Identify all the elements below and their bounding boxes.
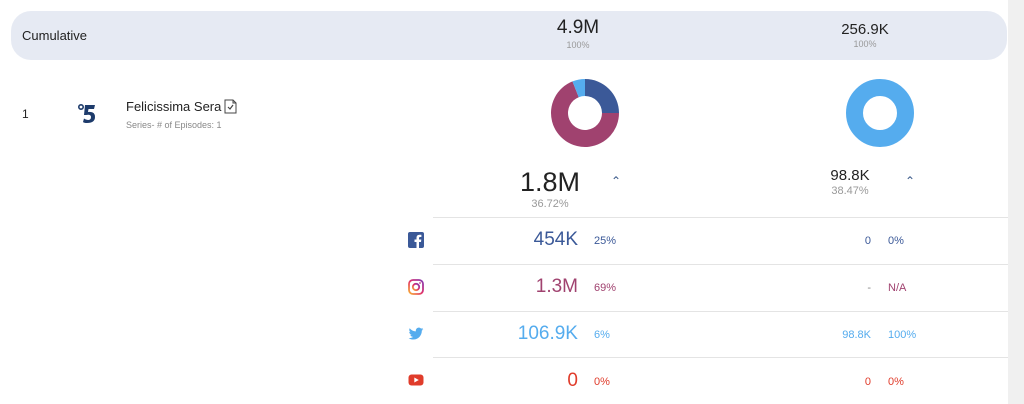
twitter-pct-col2: 100% bbox=[888, 329, 917, 341]
row-rank: 1 bbox=[22, 107, 29, 121]
twitter-value-col2: 98.8K bbox=[842, 329, 871, 341]
twitter-pct-col1: 6% bbox=[594, 329, 610, 341]
cumulative-col1: 4.9M 100% bbox=[538, 17, 618, 50]
instagram-pct-col2: N/A bbox=[888, 282, 907, 294]
document-icon[interactable] bbox=[224, 99, 237, 114]
instagram-icon bbox=[408, 279, 424, 295]
cumulative-col2: 256.9K 100% bbox=[825, 21, 905, 49]
scrollbar-track[interactable] bbox=[1008, 0, 1024, 404]
youtube-pct-col1: 0% bbox=[594, 376, 610, 388]
twitter-icon bbox=[408, 326, 424, 342]
row-col2-value: 98.8K bbox=[830, 167, 870, 184]
show-title[interactable]: Felicissima Sera bbox=[126, 99, 222, 114]
youtube-icon bbox=[408, 372, 424, 388]
divider bbox=[433, 264, 1008, 265]
expand-col2-chevron-up-icon[interactable]: ⌃ bbox=[905, 174, 916, 188]
donut-col2 bbox=[846, 79, 914, 147]
youtube-value-col2: 0 bbox=[864, 376, 871, 388]
twitter-value-col1: 106.9K bbox=[517, 323, 578, 344]
divider bbox=[433, 311, 1008, 312]
twitter-slice bbox=[846, 79, 914, 147]
facebook-value-col2: 0 bbox=[864, 235, 871, 247]
row-col2-pct: 38.47% bbox=[831, 185, 869, 197]
youtube-pct-col2: 0% bbox=[888, 376, 904, 388]
channel-logo-icon bbox=[77, 102, 98, 124]
facebook-slice bbox=[585, 79, 619, 113]
cumulative-col1-value: 4.9M bbox=[556, 17, 600, 38]
divider bbox=[433, 217, 1008, 218]
cumulative-bar bbox=[11, 11, 1007, 60]
row-col1-value: 1.8M bbox=[519, 167, 581, 197]
facebook-pct-col1: 25% bbox=[594, 235, 617, 247]
row-col1-pct: 36.72% bbox=[531, 198, 569, 210]
row-col1-summary: 1.8M 36.72% bbox=[510, 167, 590, 211]
facebook-icon bbox=[408, 232, 424, 248]
instagram-pct-col1: 69% bbox=[594, 282, 617, 294]
youtube-value-col1: 0 bbox=[567, 370, 578, 391]
facebook-value-col1: 454K bbox=[533, 229, 578, 250]
cumulative-col2-value: 256.9K bbox=[841, 21, 889, 38]
show-subtitle: Series- # of Episodes: 1 bbox=[126, 120, 222, 130]
cumulative-col2-pct: 100% bbox=[853, 39, 877, 49]
instagram-value-col2: - bbox=[867, 282, 871, 294]
twitter-slice bbox=[572, 79, 585, 98]
instagram-slice bbox=[551, 81, 619, 147]
divider bbox=[433, 357, 1008, 358]
expand-col1-chevron-up-icon[interactable]: ⌃ bbox=[611, 174, 622, 188]
instagram-value-col1: 1.3M bbox=[535, 276, 578, 297]
cumulative-label: Cumulative bbox=[22, 28, 88, 43]
row-col2-summary: 98.8K 38.47% bbox=[812, 168, 888, 197]
donut-col1 bbox=[551, 79, 619, 147]
facebook-pct-col2: 0% bbox=[888, 235, 904, 247]
cumulative-col1-pct: 100% bbox=[566, 40, 590, 50]
